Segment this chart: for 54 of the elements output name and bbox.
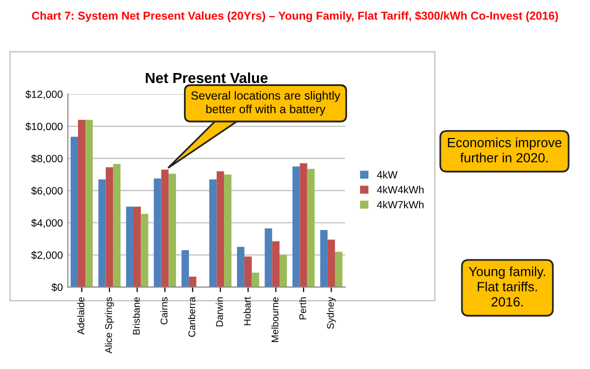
annotation: Several locations are slightly better off with a battery [191, 91, 340, 116]
bar [209, 179, 217, 288]
bar [334, 252, 342, 288]
y-tick-label: $2,000 [31, 250, 63, 260]
x-tick-label: Hobart [244, 296, 251, 326]
bar [70, 136, 78, 288]
bar [133, 206, 141, 288]
bar [244, 256, 252, 288]
bar [216, 171, 224, 288]
legend-label: 4kW [376, 170, 398, 178]
y-tick-label: $10,000 [25, 122, 63, 132]
bar [300, 163, 308, 288]
bar [292, 166, 300, 288]
bar [78, 120, 86, 288]
y-tick-label: $4,000 [31, 218, 63, 228]
y-tick-label: $8,000 [31, 154, 63, 164]
x-tick-label: Perth [299, 297, 306, 320]
bar [252, 272, 260, 288]
bar [85, 120, 93, 288]
chart-subtitle: Net Present Value [146, 72, 268, 84]
x-tick-label: Sydney [326, 296, 336, 329]
bar [106, 167, 114, 288]
text: Economics improve further in 2020. [448, 138, 562, 162]
text: Young family. Flat tariffs. 2016. [468, 266, 546, 307]
x-tick-label: Alice Springs [104, 297, 114, 354]
bar [126, 206, 134, 288]
bar [307, 168, 315, 288]
bar [182, 250, 189, 288]
x-tick-label: Canberra [188, 296, 196, 337]
legend-label: 4kW4kWh [376, 186, 424, 194]
y-tick-label: $0 [52, 283, 63, 292]
x-tick-label: Cairns [160, 297, 168, 324]
bar [154, 178, 162, 288]
chart-title: Chart 7: System Net Present Values (20Yrs) – Young Family, Flat Tariff, $300/kWh Co-Invest (2016) [32, 11, 558, 22]
bar [168, 174, 176, 288]
y-tick-label: $6,000 [31, 186, 63, 196]
bar [272, 241, 280, 288]
bar [224, 174, 232, 288]
legend-label: 4kW7kWh [376, 200, 424, 208]
bar [113, 164, 121, 288]
bar [98, 179, 106, 288]
bar [140, 214, 148, 288]
x-tick-label: Darwin [216, 297, 223, 326]
bar [328, 240, 335, 288]
bar [161, 170, 169, 288]
x-tick-label: Brisbane [132, 297, 140, 334]
y-tick-label: $12,000 [25, 90, 63, 100]
x-tick-label: Adelaide [77, 297, 84, 335]
bar [237, 246, 244, 288]
x-tick-label: Melbourne [271, 297, 278, 342]
bar [188, 276, 196, 288]
bar [320, 230, 328, 288]
bar [280, 254, 287, 288]
bar [264, 228, 272, 288]
